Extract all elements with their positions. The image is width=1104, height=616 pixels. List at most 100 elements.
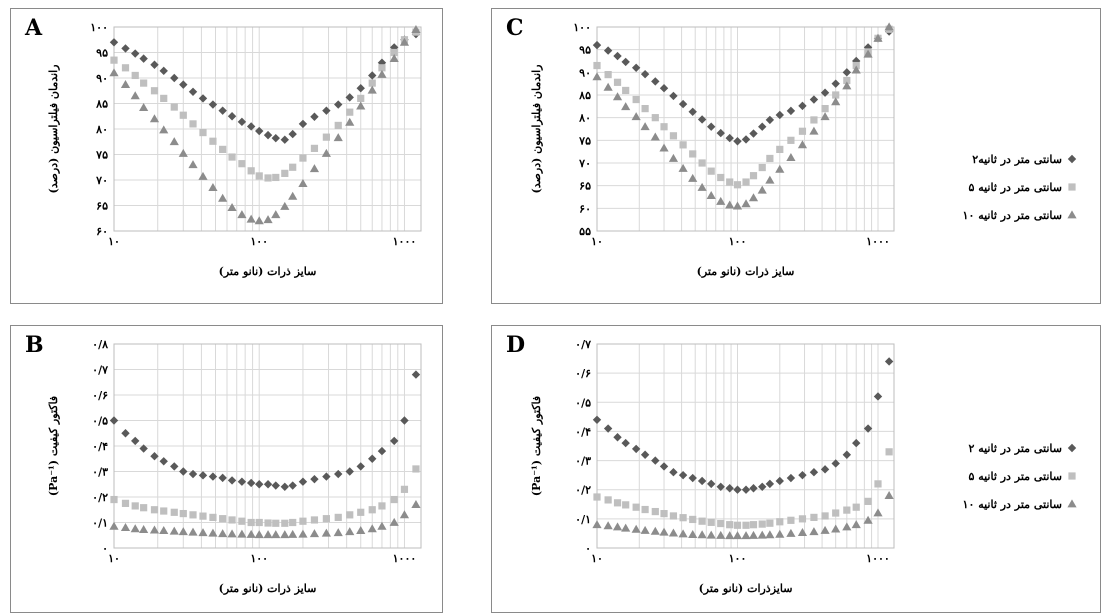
chart-b-series2-point: [150, 506, 159, 514]
chart-d-series3-point: [697, 530, 707, 539]
chart-b-series3-point: [188, 527, 198, 536]
chart-d-series3-point: [592, 520, 602, 529]
chart-b-series2-point: [170, 508, 178, 516]
chart-b-series1-point: [150, 452, 159, 461]
chart-b-series1-point: [139, 444, 148, 453]
chart-c-series1-point: [592, 40, 602, 50]
chart-a-series2-point: [346, 108, 354, 116]
chart-d-series1-point: [820, 465, 830, 474]
chart-d-series3-point: [688, 529, 698, 538]
chart-c-series2-point: [742, 178, 750, 186]
chart-c-series3-point: [831, 97, 841, 106]
chart-a-series2-point: [289, 163, 297, 171]
chart-a-ytick-label: ۶۵: [96, 200, 108, 213]
chart-d-series3-point: [820, 525, 830, 534]
chart-a-series3-point: [159, 125, 169, 134]
chart-b-series2-point: [140, 504, 148, 512]
chart-c-series3-point: [631, 112, 641, 121]
chart-c-ytick-label: ۵۵: [579, 225, 591, 238]
chart-d-series3-point: [621, 523, 631, 532]
chart-d-xtick-label: ۱۰: [591, 552, 603, 565]
chart-d-series1-point: [659, 462, 669, 471]
chart-a-series1-point: [179, 80, 188, 89]
chart-c-series2-point: [821, 105, 829, 113]
chart-a-series1-point: [322, 106, 331, 115]
chart-d-series2-point: [742, 521, 750, 529]
chart-a-series3-point: [367, 85, 377, 94]
chart-a-series2-point: [179, 111, 187, 119]
chart-b-ytick-label: ۰/۸: [92, 338, 108, 351]
chart-b-ytick-label: ۰/۴: [92, 440, 108, 453]
chart-a-series2-point: [238, 160, 246, 168]
chart-c-ytick-label: ۹۰: [579, 66, 591, 79]
chart-c-series3-point: [797, 140, 808, 149]
chart-d-series2-point: [726, 521, 734, 529]
chart-b-series2-point: [322, 515, 330, 523]
chart-a-series2-point: [310, 144, 319, 152]
chart-a-series1-point: [170, 73, 179, 83]
chart-d-series1-point: [621, 438, 630, 448]
chart-b-series3-point: [271, 530, 281, 539]
chart-c-series2-point: [660, 123, 668, 131]
chart-b-series3-point: [345, 527, 355, 536]
chart-c-series2-point: [776, 145, 784, 153]
chart-c-series2-point: [798, 127, 807, 135]
chart-a-series1-point: [310, 112, 319, 121]
chart-c-series1-point: [613, 51, 622, 61]
chart-a-series1-point: [263, 130, 273, 140]
chart-b-series1-point: [255, 480, 264, 489]
chart-d-series1-point: [651, 456, 660, 465]
chart-c-series3-point: [688, 173, 698, 182]
chart-c-ylabel: راندمان فیلتراسیون (درصد): [530, 65, 543, 194]
chart-c-series2-point: [717, 173, 725, 182]
chart-a-series3-point: [411, 24, 421, 33]
chart-b-series2-point: [199, 512, 207, 520]
chart-b-series1-point: [227, 476, 237, 485]
chart-b-series2-point: [368, 506, 376, 514]
chart-b-series2-point: [238, 517, 246, 525]
chart-d-series1-point: [786, 473, 796, 483]
chart-c-series3-point: [775, 164, 785, 173]
chart-a-series1-point: [298, 119, 308, 129]
chart-c-ytick-label: ۹۵: [579, 44, 591, 57]
chart-a-series3-point: [139, 102, 149, 111]
chart-d-series1-point: [678, 470, 688, 480]
chart-a-series1-point: [334, 100, 343, 109]
chart-d-series3-point: [775, 529, 785, 538]
chart-a-ytick-label: ۱۰۰: [90, 21, 108, 34]
chart-a-ylabel: راندمان فیلتراسیون (درصد): [47, 65, 60, 194]
chart-d-plot-frame: [596, 343, 895, 549]
chart-b-series2-point: [255, 518, 263, 527]
chart-a-series1-point: [159, 66, 168, 76]
chart-c-ytick-label: ۶۰: [579, 202, 591, 215]
chart-c-series2-point: [707, 167, 715, 175]
chart-a-series2-point: [209, 137, 217, 145]
chart-c-series1-point: [749, 129, 758, 138]
chart-d-series1-point: [613, 433, 622, 442]
chart-b-series3-point: [333, 528, 343, 537]
chart-c-series1-point: [697, 115, 707, 124]
chart-d-series1-point: [831, 459, 840, 468]
chart-b-series2-point: [310, 516, 319, 524]
chart-c-series1-point: [809, 95, 819, 104]
chart-a-series2-point: [228, 153, 236, 161]
panel-d: ۰ ۰/۱ ۰/۲ ۰/۳ ۰/۴ ۰/۵ ۰/۶ ۰/۷ ۱۰ ۱۰۰ ۱۰۰۰ سایزذرات …: [491, 325, 1101, 613]
chart-a-ytick-label: ۶۰: [96, 225, 108, 238]
chart-c-series3-point: [851, 65, 861, 74]
chart-b-series2-point: [228, 516, 236, 524]
chart-c-series2-point: [593, 61, 601, 70]
chart-c-series1-point: [758, 122, 767, 131]
chart-a-series1-point: [218, 106, 227, 115]
chart-b-series2-point: [299, 517, 307, 525]
chart-d-series3-point: [668, 528, 679, 537]
chart-a-series1-point: [255, 126, 264, 136]
chart-c-series1-point: [798, 101, 807, 111]
chart-d-series2-point: [707, 518, 715, 526]
chart-d-series2-point: [776, 518, 784, 526]
chart-a-series2-point: [281, 169, 289, 177]
chart-d-series3-point: [603, 521, 613, 530]
chart-b-series3-point: [288, 529, 298, 538]
chart-c-ytick-label: ۸۰: [578, 112, 591, 125]
chart-a-series3-point: [271, 210, 281, 219]
chart-d-series2-point: [613, 499, 622, 507]
